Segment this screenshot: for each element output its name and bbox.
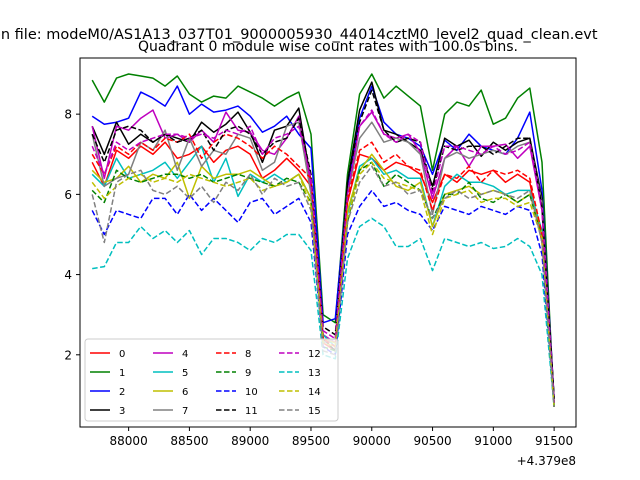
axes-frame (79, 57, 577, 428)
series-line-8 (91, 133, 555, 403)
y-tick-label: 6 (64, 188, 72, 202)
x-offset-text: +4.379e8 (517, 454, 576, 468)
x-tick-label: 88000 (110, 434, 148, 448)
legend-label-5: 5 (182, 368, 188, 379)
legend-box (84, 338, 339, 422)
x-tick-label: 90500 (413, 434, 451, 448)
legend-label-10: 10 (245, 387, 258, 398)
legend-label-0: 0 (119, 349, 125, 360)
legend-label-8: 8 (245, 349, 251, 360)
x-tick-label: 88500 (170, 434, 208, 448)
legend-label-2: 2 (119, 387, 125, 398)
x-tick-label: 90000 (353, 434, 391, 448)
legend-label-6: 6 (182, 387, 188, 398)
legend-label-13: 13 (308, 368, 321, 379)
y-axis: 2 4 6 8 (64, 108, 80, 362)
figure-suptitle: on file: modeM0/AS1A13_037T01_9000005930… (0, 27, 598, 43)
legend-label-4: 4 (182, 349, 188, 360)
x-tick-label: 89000 (231, 434, 269, 448)
chart-title: Quadrant 0 module wise count rates with … (138, 39, 518, 55)
series-line-12 (91, 109, 555, 403)
y-tick-label: 2 (64, 348, 72, 362)
legend-label-12: 12 (308, 349, 321, 360)
legend-label-14: 14 (308, 387, 321, 398)
y-tick-label: 4 (64, 268, 72, 282)
legend-label-15: 15 (308, 406, 321, 417)
x-axis: 88000 88500 89000 89500 90000 90500 91000 91500 (110, 427, 573, 448)
x-tick-label: 89500 (292, 434, 330, 448)
legend-label-3: 3 (119, 406, 125, 417)
x-tick-label: 91500 (535, 434, 573, 448)
y-tick-label: 8 (64, 108, 72, 122)
legend-label-11: 11 (245, 406, 258, 417)
legend-label-9: 9 (245, 368, 251, 379)
series-line-11 (91, 89, 555, 399)
x-tick-label: 91000 (474, 434, 512, 448)
legend-label-1: 1 (119, 368, 125, 379)
legend-label-7: 7 (182, 406, 188, 417)
